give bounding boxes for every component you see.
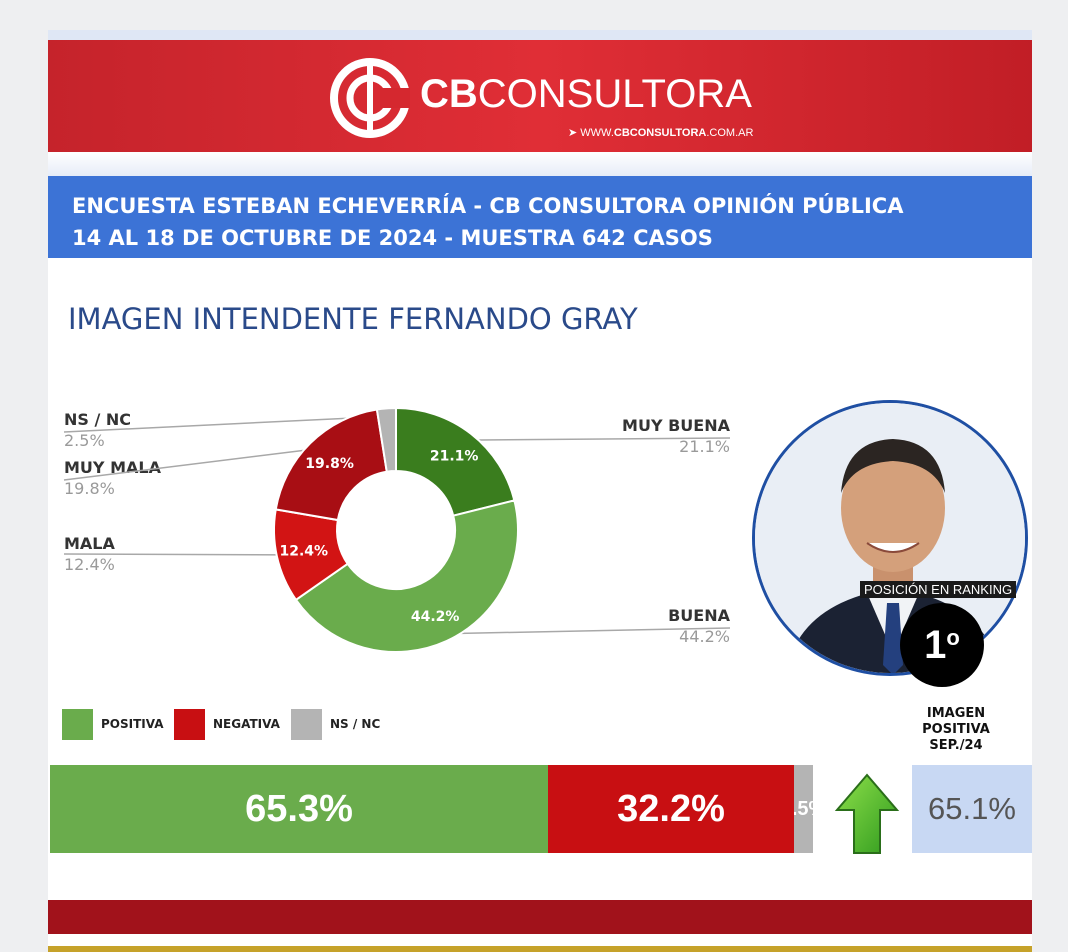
donut-data-label: 44.2% (411, 609, 460, 625)
legend-ns-nc: NS / NC (291, 708, 380, 740)
label-mala: MALA 12.4% (64, 534, 115, 574)
leader-line (63, 448, 316, 481)
bar-segment-positiva: 65.3% (50, 765, 548, 853)
survey-details: 14 AL 18 DE OCTUBRE DE 2024 - MUESTRA 64… (72, 226, 713, 250)
label-ns-nc: NS / NC 2.5% (64, 410, 132, 450)
donut-data-label: 19.8% (305, 456, 354, 472)
footer-band (48, 900, 1032, 934)
brand-url[interactable]: ➤ WWW.CBCONSULTORA.COM.AR (568, 127, 754, 139)
legend-positiva: POSITIVA (62, 708, 164, 740)
leader-lines (63, 414, 731, 636)
survey-banner: ENCUESTA ESTEBAN ECHEVERRÍA - CB CONSULT… (48, 176, 1032, 258)
cb-logo-icon (330, 58, 410, 138)
candidate-photo (752, 400, 1028, 676)
brand-name: CBCONSULTORA (420, 72, 752, 116)
leader-line (63, 553, 285, 556)
leader-line (443, 627, 731, 635)
donut-slice-muy-mala (274, 408, 388, 522)
legend-swatch-ns-nc (291, 708, 322, 740)
donut-data-label: 12.4% (279, 544, 328, 560)
header-gap (48, 152, 1032, 176)
donut-data-label: 21.1% (430, 449, 479, 465)
label-buena: BUENA 44.2% (668, 606, 730, 646)
legend-swatch-positiva (62, 708, 93, 740)
brand-header: CBCONSULTORA ➤ WWW.CBCONSULTORA.COM.AR (48, 40, 1032, 152)
donut-slice-buena (294, 499, 519, 653)
label-muy-buena: MUY BUENA 21.1% (622, 416, 730, 456)
infographic-card: CBCONSULTORA ➤ WWW.CBCONSULTORA.COM.AR E… (48, 30, 1032, 952)
leader-line (466, 437, 731, 441)
donut-labels: 21.1% 44.2% 12.4% 19.8% (279, 449, 478, 625)
cursor-icon: ➤ (568, 127, 578, 139)
top-band (48, 30, 1032, 40)
donut-slice-muy-buena (395, 406, 516, 517)
chart-title: IMAGEN INTENDENTE FERNANDO GRAY (68, 302, 638, 336)
donut-slice-ns-nc (375, 406, 397, 473)
donut-slices (273, 406, 519, 653)
footer-line (48, 946, 1032, 952)
survey-title: ENCUESTA ESTEBAN ECHEVERRÍA - CB CONSULT… (72, 194, 904, 218)
bar-segment-ns-nc: 2.5% (794, 765, 813, 853)
up-arrow-icon (834, 773, 900, 854)
previous-image-value: 65.1% (912, 765, 1032, 853)
leader-line (63, 415, 388, 433)
legend-swatch-negativa (174, 708, 205, 740)
bar-segment-negativa: 32.2% (548, 765, 794, 853)
ranking-caption: POSICIÓN EN RANKING (860, 581, 1017, 598)
legend-negativa: NEGATIVA (174, 708, 280, 740)
donut-chart: 21.1% 44.2% 12.4% 19.8% (63, 406, 731, 653)
label-muy-mala: MUY MALA 19.8% (64, 458, 161, 498)
previous-image-title: IMAGEN POSITIVA SEP./24 (922, 706, 990, 753)
